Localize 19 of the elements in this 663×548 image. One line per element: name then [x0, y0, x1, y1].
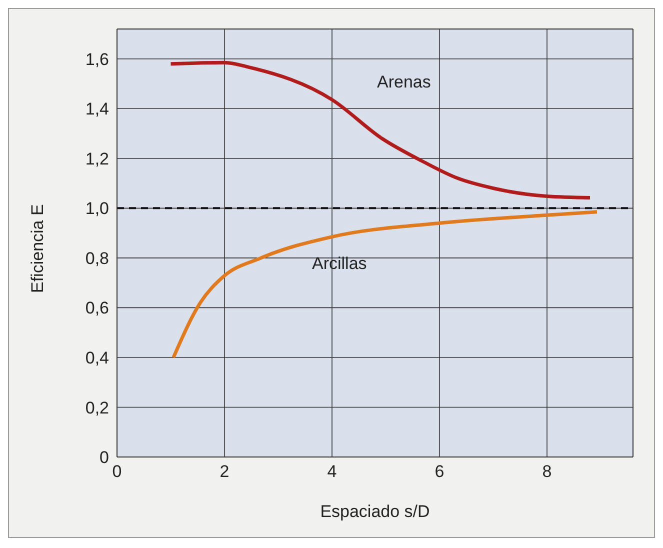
y-tick-label: 1,0 — [85, 199, 109, 218]
y-tick-label: 1,2 — [85, 149, 109, 168]
y-tick-label: 0 — [100, 448, 109, 468]
y-tick-label: 0,2 — [85, 398, 109, 418]
x-tick-label: 8 — [542, 462, 552, 482]
y-tick-label: 1,4 — [85, 100, 109, 119]
y-axis-title: Eficiencia E — [28, 204, 48, 293]
y-tick-label: 0,8 — [85, 248, 109, 268]
series-label: Arenas — [377, 72, 431, 92]
x-tick-label: 6 — [434, 462, 444, 482]
y-tick-label: 0,6 — [85, 298, 109, 318]
line-series — [172, 210, 599, 360]
x-axis-title: Espaciado s/D — [320, 502, 430, 521]
y-tick-label: 1,6 — [85, 50, 109, 69]
x-tick-label: 4 — [327, 462, 337, 482]
y-tick-label: 0,4 — [85, 348, 109, 368]
x-tick-label: 0 — [112, 462, 122, 482]
line-series — [169, 60, 592, 200]
x-tick-label: 2 — [220, 462, 230, 482]
